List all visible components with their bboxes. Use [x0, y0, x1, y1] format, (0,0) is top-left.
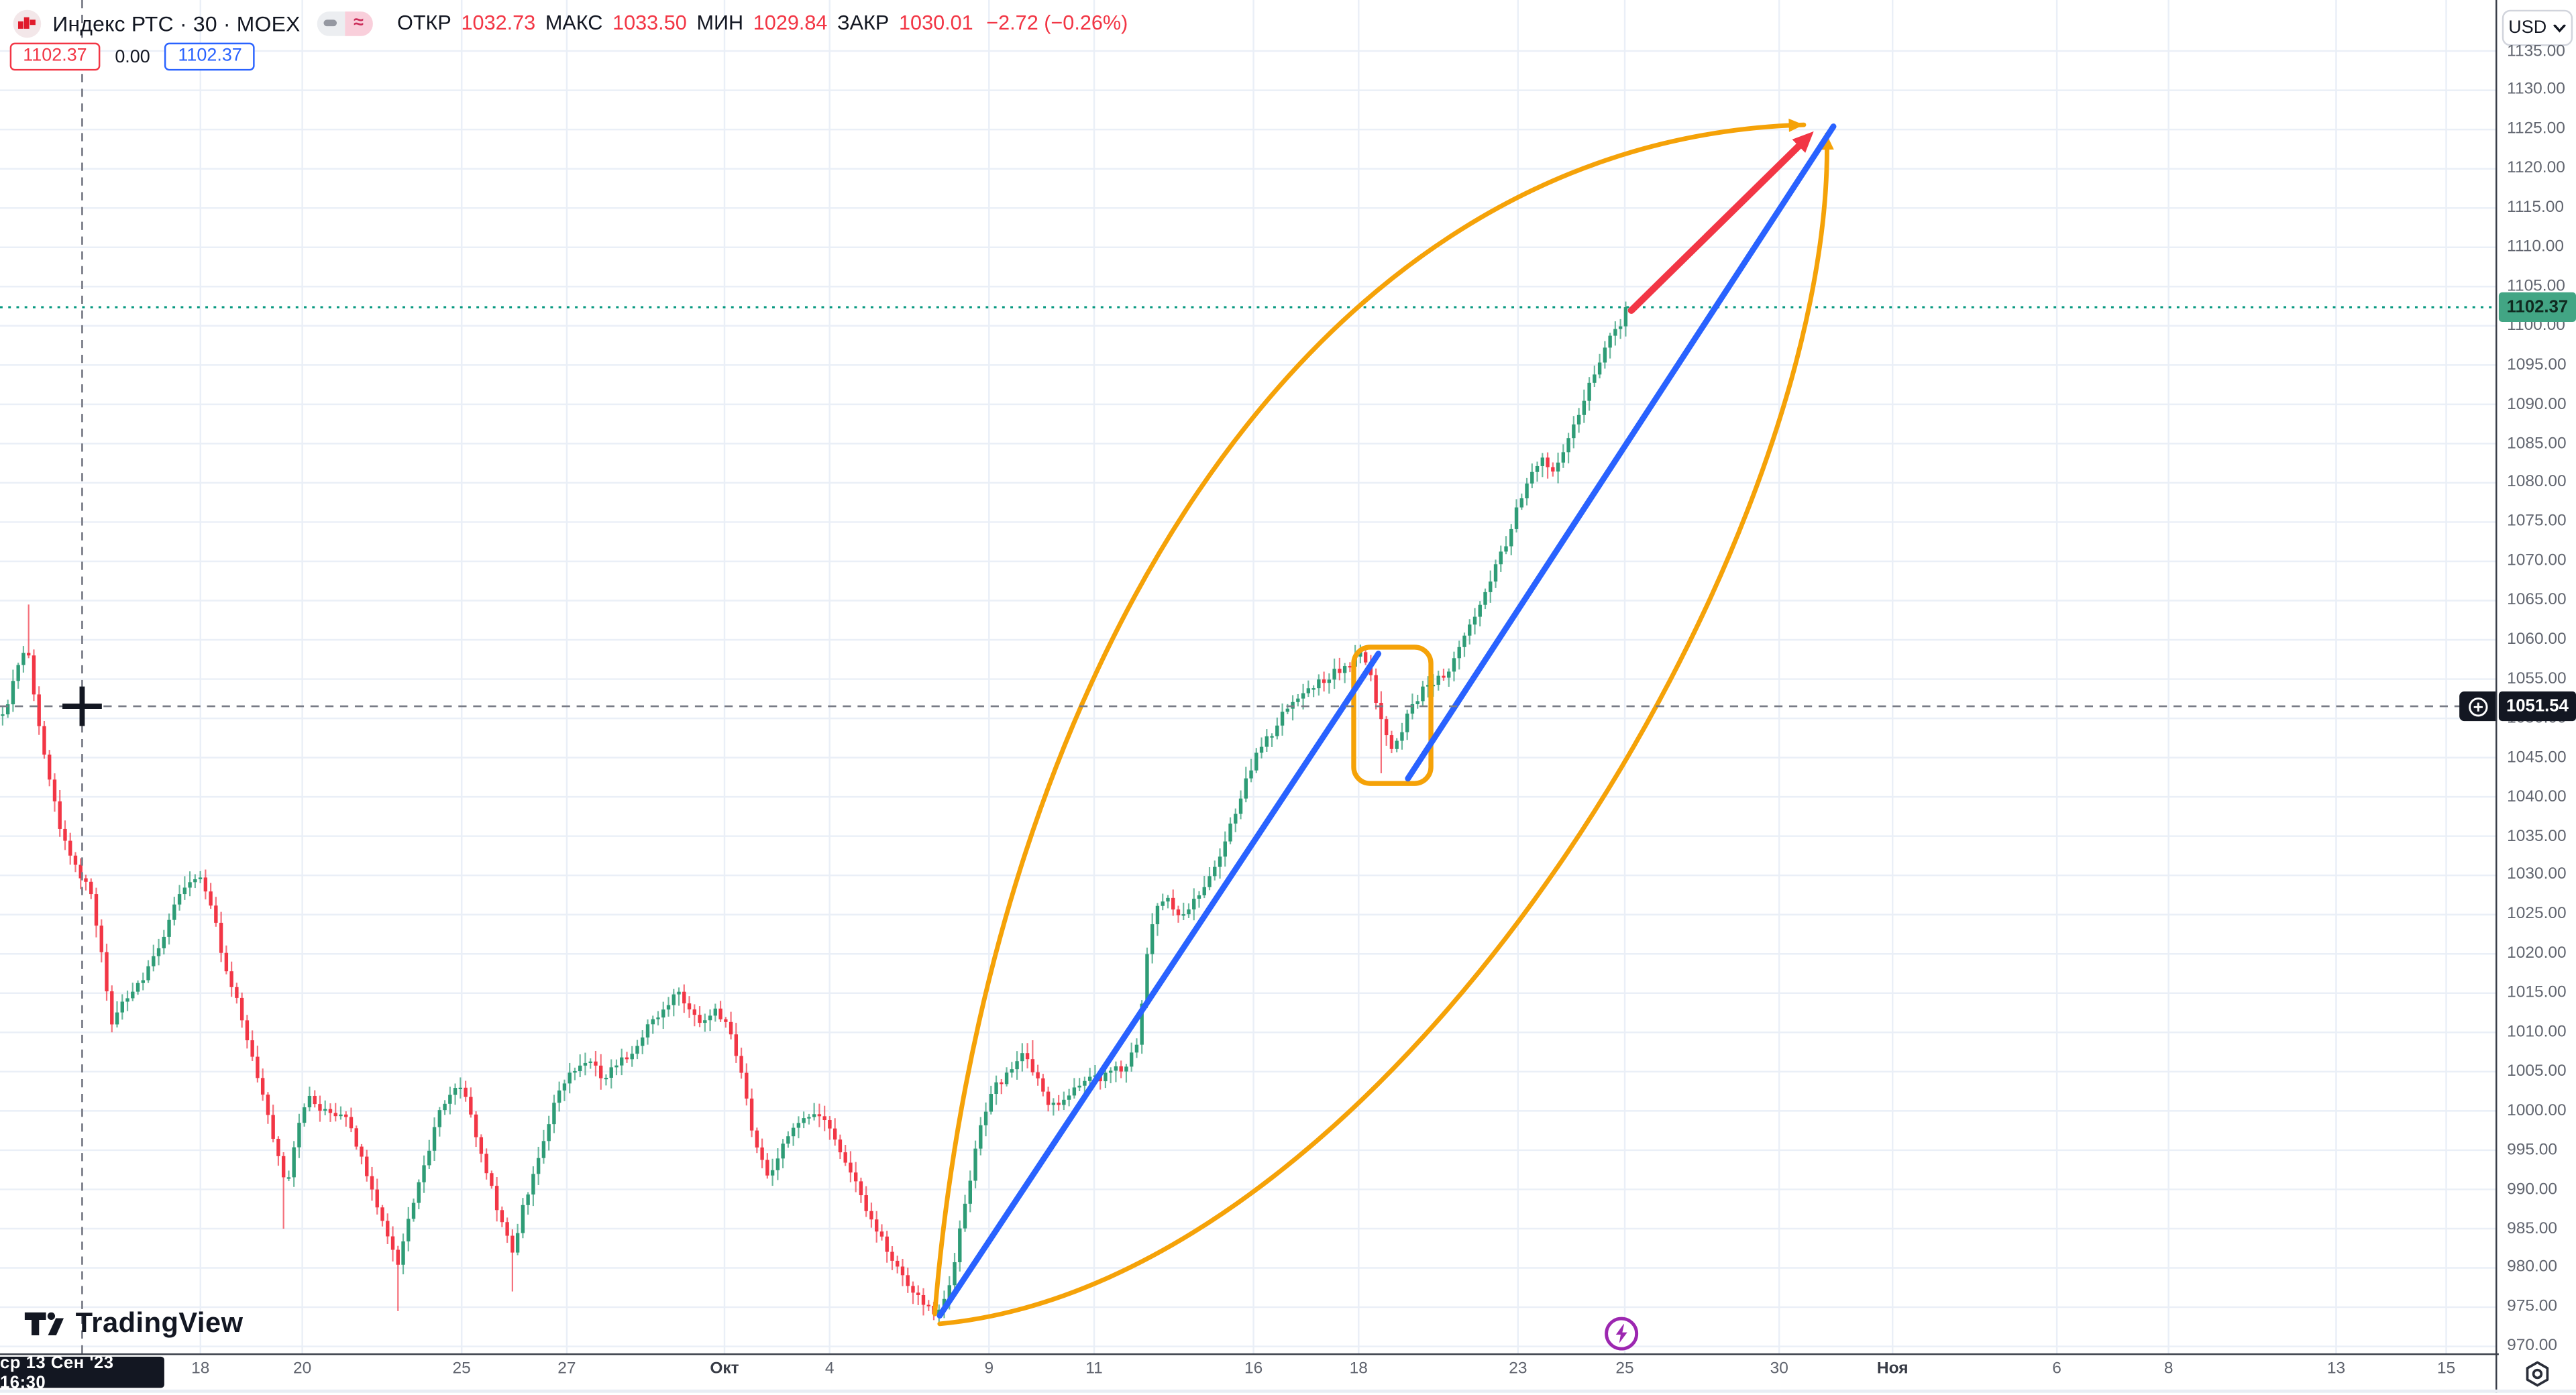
time-tick-label: 15	[2436, 1359, 2456, 1378]
time-tick-label: 23	[1509, 1359, 1527, 1378]
price-axis[interactable]: USD 1135.00 1130.00 1125.00 1120.00 1115.00 1…	[2498, 0, 2576, 1393]
minimized-dash-icon[interactable]	[317, 10, 345, 36]
price-tick-label: 1070.00	[2507, 552, 2567, 571]
price-tick-label: 1040.00	[2507, 787, 2567, 806]
time-tick-label: 8	[2163, 1359, 2174, 1378]
time-tick-label: 20	[292, 1359, 312, 1378]
price-tick-label: 1085.00	[2507, 434, 2567, 453]
time-tick-label: 11	[1085, 1359, 1103, 1378]
tradingview-logo[interactable]: TradingView	[24, 1307, 244, 1340]
tradingview-logo-text: TradingView	[75, 1307, 244, 1339]
price-tick-label: 995.00	[2507, 1141, 2558, 1160]
red-price-box[interactable]: 1102.37	[9, 42, 101, 71]
time-tick-label: 9	[984, 1359, 994, 1378]
time-axis[interactable]: 18 20 25 27 Окт 4 9 11 16 18 23 25 30 Ноя 6 8 13 15 ср 13…	[0, 1353, 2498, 1393]
axis-settings-icon[interactable]	[2524, 1360, 2552, 1388]
time-tick-label: 4	[824, 1359, 835, 1378]
lightning-icon	[1605, 1317, 1639, 1351]
price-tick-label: 1095.00	[2507, 355, 2567, 374]
high-value: 1033.50	[612, 11, 687, 35]
price-tick-label: 980.00	[2507, 1259, 2558, 1277]
time-tick-label: 27	[557, 1359, 576, 1378]
time-tick-label: 6	[2052, 1359, 2061, 1378]
price-tick-label: 1035.00	[2507, 827, 2567, 846]
price-tick-label: 1015.00	[2507, 984, 2567, 1003]
price-tick-label: 1110.00	[2507, 238, 2565, 257]
axis-corner[interactable]	[2498, 1355, 2576, 1393]
price-tick-label: 1010.00	[2507, 1023, 2567, 1042]
time-tick-label: Ноя	[1876, 1359, 1909, 1378]
time-axis-separator[interactable]	[0, 1353, 2499, 1355]
blue-price-box[interactable]: 1102.37	[164, 42, 256, 71]
price-tick-label: 1055.00	[2507, 670, 2567, 689]
price-tick-label: 1135.00	[2507, 42, 2565, 60]
price-tick-label: 1125.00	[2507, 120, 2565, 139]
price-tick-label: 1115.00	[2507, 199, 2565, 217]
crosshair-price-badge: 1051.54	[2498, 691, 2576, 722]
price-tick-label: 1030.00	[2507, 866, 2567, 885]
price-tick-label: 1060.00	[2507, 630, 2567, 649]
low-label: МИН	[696, 11, 744, 35]
currency-button[interactable]: USD	[2502, 9, 2573, 46]
crosshair	[0, 0, 2498, 1353]
time-tick-label: 13	[2326, 1359, 2346, 1378]
candlestick-plot[interactable]	[0, 0, 2498, 1353]
plus-circle-icon	[2469, 696, 2488, 716]
open-value: 1032.73	[461, 11, 536, 35]
close-value: 1030.01	[899, 11, 973, 35]
symbol-legend[interactable]: Индекс РТС · 30 · MOEX ≈ ОТКР 1032.73 МАК…	[13, 8, 1128, 38]
price-tick-label: 1045.00	[2507, 748, 2567, 767]
minimized-indicator-pill[interactable]: ≈	[317, 10, 373, 36]
currency-label: USD	[2508, 17, 2547, 38]
time-tick-label: 25	[452, 1359, 471, 1378]
time-tick-label: 16	[1244, 1359, 1263, 1378]
time-tick-label: 30	[1770, 1359, 1788, 1378]
time-tick-label: Окт	[710, 1359, 739, 1378]
price-tick-label: 1075.00	[2507, 512, 2567, 531]
orange-lens-annotation	[932, 118, 1834, 1327]
price-tick-label: 1120.00	[2507, 160, 2565, 178]
price-tick-label: 1000.00	[2507, 1101, 2567, 1120]
grid-lines	[0, 0, 2498, 1353]
approx-indicator-icon[interactable]: ≈	[344, 10, 373, 36]
time-tick-label: 18	[191, 1359, 210, 1378]
symbol-title[interactable]: Индекс РТС · 30 · MOEX	[52, 10, 301, 36]
open-label: ОТКР	[397, 11, 451, 35]
price-tick-label: 1065.00	[2507, 592, 2567, 610]
time-tick-label: 18	[1349, 1359, 1368, 1378]
price-tick-label: 990.00	[2507, 1180, 2558, 1198]
red-arrow-annotation	[1627, 131, 1814, 315]
crosshair-time-badge: ср 13 Сен '23 16:30	[0, 1353, 164, 1392]
candles-layer	[1, 301, 1628, 1325]
price-tick-label: 1130.00	[2507, 81, 2565, 100]
low-value: 1029.84	[753, 11, 828, 35]
price-tick-label: 1005.00	[2507, 1062, 2567, 1081]
orange-box-annotation	[1351, 645, 1434, 786]
chart-pane[interactable]: Индекс РТС · 30 · MOEX ≈ ОТКР 1032.73 МАК…	[0, 0, 2498, 1353]
symbol-logo-icon	[13, 9, 42, 38]
close-label: ЗАКР	[837, 11, 890, 35]
chevron-down-icon	[2553, 23, 2566, 32]
price-tick-label: 1090.00	[2507, 395, 2567, 414]
tradingview-mark-icon	[24, 1311, 64, 1335]
boost-lightning-badge[interactable]	[1603, 1316, 1640, 1352]
zero-change-label: 0.00	[115, 46, 150, 67]
last-price-badge[interactable]: 1102.37	[2498, 292, 2576, 323]
high-label: МАКС	[545, 11, 603, 35]
price-tick-label: 1025.00	[2507, 905, 2567, 924]
price-axis-separator[interactable]	[2496, 0, 2498, 1393]
ohlc-readout: ОТКР 1032.73 МАКС 1033.50 МИН 1029.84 ЗАКР 1…	[397, 11, 1128, 34]
add-alert-plus-button[interactable]	[2459, 691, 2498, 722]
price-tick-label: 975.00	[2507, 1298, 2558, 1317]
bottom-strip	[0, 1388, 2576, 1393]
price-tick-label: 1020.00	[2507, 944, 2567, 963]
price-tick-label: 1080.00	[2507, 473, 2567, 492]
price-tick-label: 970.00	[2507, 1337, 2558, 1356]
change-value: −2.72 (−0.26%)	[986, 11, 1128, 35]
time-tick-label: 25	[1615, 1359, 1634, 1378]
price-tick-label: 985.00	[2507, 1219, 2558, 1238]
drawing-price-labels: 1102.37 0.00 1102.37	[9, 42, 256, 71]
blue-trendlines-annotation	[936, 123, 1837, 1319]
